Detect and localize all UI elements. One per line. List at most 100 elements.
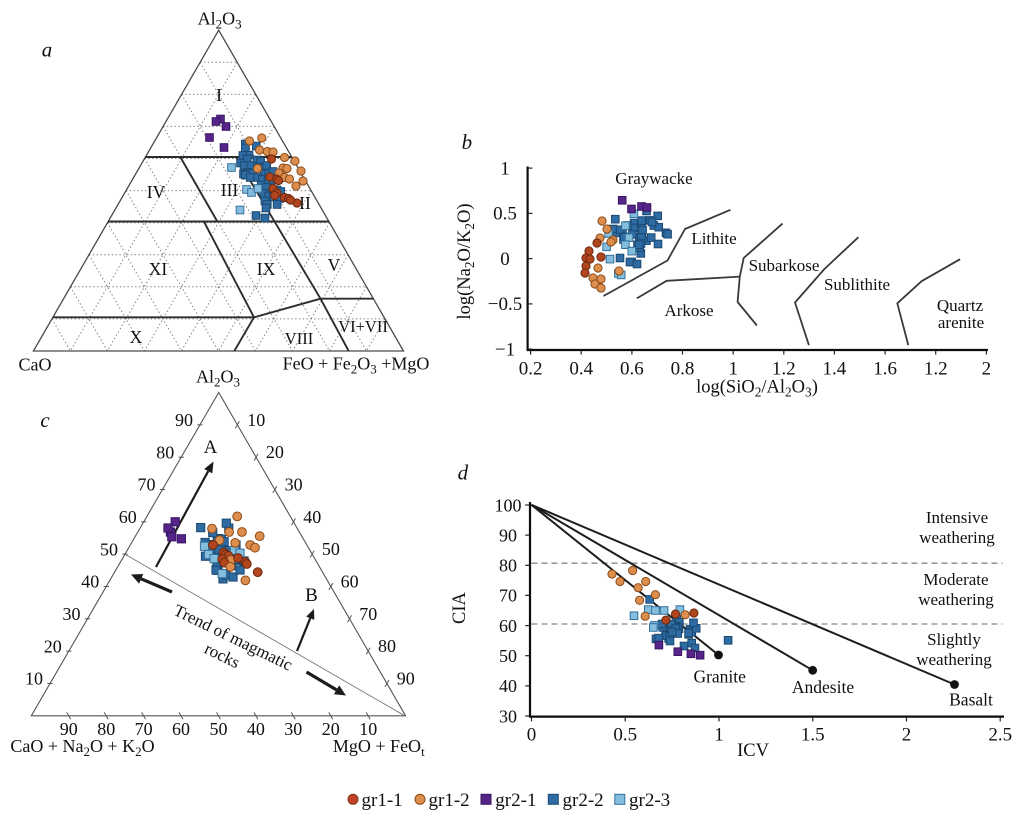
svg-text:0: 0 (527, 725, 537, 746)
svg-text:weathering: weathering (916, 650, 992, 669)
svg-text:gr1-1: gr1-1 (362, 790, 403, 811)
svg-text:gr2-3: gr2-3 (629, 790, 670, 811)
svg-text:0.2: 0.2 (519, 359, 543, 380)
svg-text:2: 2 (902, 725, 912, 746)
svg-text:arenite: arenite (938, 313, 984, 332)
svg-text:gr1-2: gr1-2 (429, 790, 470, 811)
svg-text:0: 0 (500, 249, 510, 270)
svg-text:40: 40 (81, 572, 99, 592)
svg-text:1: 1 (500, 158, 510, 179)
svg-text:1.5: 1.5 (801, 725, 825, 746)
svg-text:0.8: 0.8 (671, 359, 695, 380)
svg-text:70: 70 (499, 586, 517, 606)
svg-text:gr2-1: gr2-1 (495, 790, 536, 811)
svg-text:80: 80 (378, 636, 396, 656)
svg-text:Slightly: Slightly (927, 630, 981, 649)
svg-text:30: 30 (499, 706, 517, 726)
svg-text:10: 10 (25, 669, 43, 689)
svg-text:Graywacke: Graywacke (615, 169, 692, 188)
svg-text:1: 1 (728, 359, 738, 380)
svg-text:60: 60 (119, 507, 137, 527)
svg-text:2: 2 (982, 359, 992, 380)
svg-text:Intensive: Intensive (926, 508, 988, 527)
svg-text:0.5: 0.5 (613, 725, 637, 746)
svg-text:30: 30 (285, 475, 303, 495)
svg-text:90: 90 (397, 669, 415, 689)
svg-text:30: 30 (284, 719, 302, 739)
svg-text:B: B (305, 585, 318, 606)
svg-text:weathering: weathering (919, 528, 995, 547)
svg-text:Lithite: Lithite (691, 229, 736, 248)
svg-text:20: 20 (322, 719, 340, 739)
svg-text:−1: −1 (495, 339, 515, 360)
svg-text:Moderate: Moderate (923, 570, 988, 589)
svg-text:40: 40 (499, 676, 517, 696)
svg-text:20: 20 (44, 636, 62, 656)
svg-text:10: 10 (247, 410, 265, 430)
svg-text:a: a (42, 37, 53, 61)
svg-text:0.4: 0.4 (569, 359, 593, 380)
svg-text:70: 70 (135, 719, 153, 739)
svg-text:50: 50 (210, 719, 228, 739)
svg-text:X: X (130, 327, 143, 347)
svg-text:Arkose: Arkose (664, 301, 713, 320)
svg-text:100: 100 (495, 495, 522, 515)
svg-text:Al2O3: Al2O3 (196, 367, 240, 390)
svg-text:Granite: Granite (693, 667, 746, 687)
svg-text:XI: XI (149, 259, 168, 279)
svg-text:20: 20 (266, 442, 284, 462)
svg-text:Basalt: Basalt (949, 690, 993, 710)
svg-text:−0.5: −0.5 (488, 294, 522, 315)
svg-text:d: d (458, 461, 469, 485)
svg-text:1.4: 1.4 (823, 359, 847, 380)
svg-text:1.6: 1.6 (873, 359, 897, 380)
svg-text:CIA: CIA (450, 591, 470, 624)
svg-text:b: b (462, 130, 473, 154)
svg-text:30: 30 (63, 604, 81, 624)
svg-text:10: 10 (359, 719, 377, 739)
svg-text:IV: IV (147, 182, 166, 202)
svg-text:Subarkose: Subarkose (749, 256, 820, 275)
svg-text:Quartz: Quartz (937, 296, 984, 315)
svg-text:0.6: 0.6 (620, 359, 644, 380)
svg-text:III: III (221, 180, 239, 200)
svg-text:80: 80 (499, 556, 517, 576)
svg-text:50: 50 (322, 539, 340, 559)
svg-text:FeO + Fe2O3 +MgO: FeO + Fe2O3 +MgO (283, 354, 430, 377)
svg-text:Sublithite: Sublithite (824, 275, 890, 294)
svg-text:VIII: VIII (285, 329, 313, 348)
svg-text:V: V (328, 255, 341, 275)
svg-text:log(Na2O/K2O): log(Na2O/K2O) (455, 203, 477, 319)
svg-text:weathering: weathering (918, 590, 994, 609)
svg-text:70: 70 (359, 604, 377, 624)
svg-text:c: c (40, 408, 50, 432)
svg-text:50: 50 (100, 539, 118, 559)
svg-text:A: A (204, 437, 218, 458)
svg-text:40: 40 (247, 719, 265, 739)
svg-text:40: 40 (303, 507, 321, 527)
svg-text:90: 90 (60, 719, 78, 739)
svg-text:IX: IX (257, 259, 276, 279)
svg-text:60: 60 (172, 719, 190, 739)
svg-text:80: 80 (97, 719, 115, 739)
svg-text:MgO + FeOt: MgO + FeOt (333, 736, 425, 759)
svg-text:1.2: 1.2 (924, 359, 948, 380)
svg-text:1: 1 (714, 725, 724, 746)
svg-text:Andesite: Andesite (792, 677, 854, 697)
svg-text:2.5: 2.5 (988, 725, 1012, 746)
svg-text:70: 70 (138, 475, 156, 495)
svg-text:VI+VII: VI+VII (338, 317, 388, 336)
svg-text:gr2-2: gr2-2 (563, 790, 604, 811)
svg-text:50: 50 (499, 646, 517, 666)
svg-text:80: 80 (156, 442, 174, 462)
svg-text:Al2O3: Al2O3 (198, 9, 242, 32)
svg-text:CaO + Na2O + K2O: CaO + Na2O + K2O (10, 736, 154, 759)
svg-text:90: 90 (175, 410, 193, 430)
svg-text:1.2: 1.2 (772, 359, 796, 380)
svg-text:ICV: ICV (737, 741, 770, 761)
svg-text:CaO: CaO (19, 355, 52, 375)
svg-text:I: I (216, 85, 222, 105)
svg-text:60: 60 (499, 616, 517, 636)
svg-text:60: 60 (341, 572, 359, 592)
svg-text:II: II (299, 193, 311, 213)
